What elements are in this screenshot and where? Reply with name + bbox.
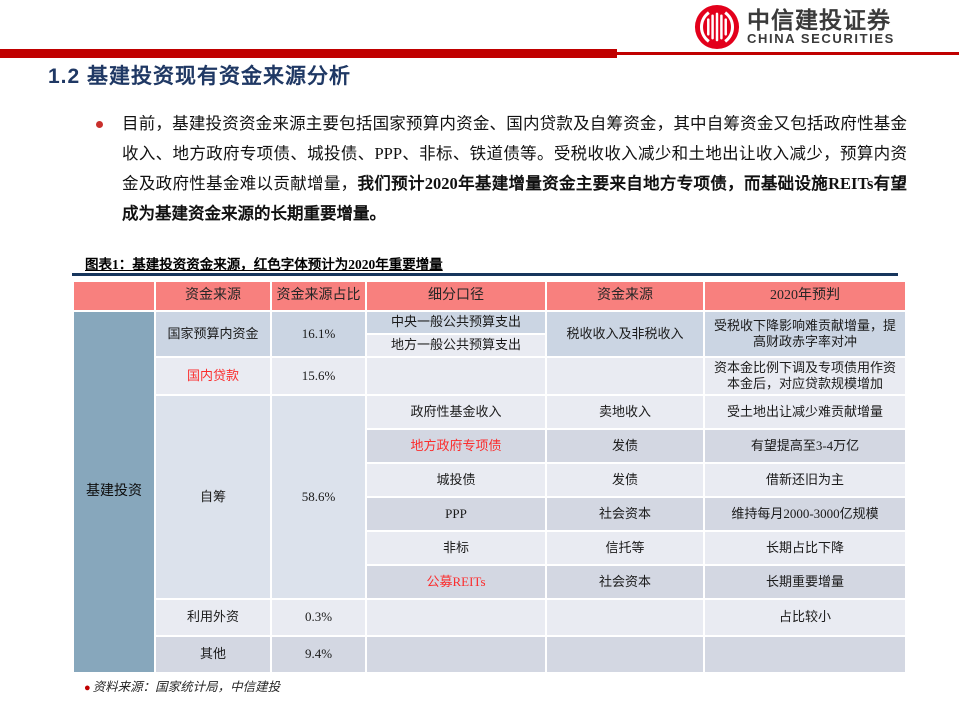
source-note: ● 资料来源：国家统计局，中信建投 xyxy=(84,676,280,695)
cell-forecast: 长期占比下降 xyxy=(705,532,905,564)
table-row: PPP 社会资本 维持每月2000-3000亿规模 xyxy=(74,498,905,530)
table-row: 自筹 58.6% 政府性基金收入 卖地收入 受土地出让减少难贡献增量 xyxy=(74,396,905,598)
cell-share: 15.6% xyxy=(272,358,365,394)
table-row: 利用外资 0.3% 占比较小 xyxy=(74,600,905,635)
cell-forecast: 维持每月2000-3000亿规模 xyxy=(705,498,905,530)
cell-source: 国家预算内资金 xyxy=(156,312,270,356)
bullet-dot xyxy=(96,121,103,128)
summary-text-normal: 目前，基建投资资金来源主要包括国家预算内资金、国内贷款及自筹资金，其中自筹资金又… xyxy=(122,114,907,193)
cell-detail: 公募REITs xyxy=(367,566,545,598)
cell-origin: 社会资本 xyxy=(547,498,703,530)
page-title: 1.2 基建投资现有资金来源分析 xyxy=(48,65,352,88)
cell-share: 9.4% xyxy=(272,637,365,672)
cell-detail: 政府性基金收入 xyxy=(367,396,545,428)
cell-source: 国内贷款 xyxy=(156,358,270,394)
cell-detail: 中央一般公共预算支出 xyxy=(367,312,545,333)
header-share: 资金来源占比 xyxy=(272,282,365,310)
cell-origin: 税收收入及非税收入 xyxy=(547,312,703,356)
logo-emblem-icon xyxy=(694,4,740,50)
cell-origin: 发债 xyxy=(547,464,703,496)
cell-detail xyxy=(367,637,545,672)
cell-origin: 社会资本 xyxy=(547,566,703,598)
cell-detail xyxy=(367,600,545,635)
header-origin: 资金来源 xyxy=(547,282,703,310)
cell-forecast: 借新还旧为主 xyxy=(705,464,905,496)
cell-source: 利用外资 xyxy=(156,600,270,635)
logo-name-en: CHINA SECURITIES xyxy=(747,31,895,47)
cell-detail: 非标 xyxy=(367,532,545,564)
header-detail: 细分口径 xyxy=(367,282,545,310)
cell-detail xyxy=(367,358,545,394)
table-row: 地方政府专项债 发债 有望提高至3-4万亿 xyxy=(74,430,905,462)
group-label-cell: 基建投资 xyxy=(74,312,154,672)
table-row: 其他 9.4% xyxy=(74,637,905,672)
table-header-row: 资金来源 资金来源占比 细分口径 资金来源 2020年预判 xyxy=(74,282,905,310)
cell-detail: 地方一般公共预算支出 xyxy=(367,335,545,356)
cell-share: 0.3% xyxy=(272,600,365,635)
table-row: 公募REITs 社会资本 长期重要增量 xyxy=(74,566,905,598)
cell-forecast: 有望提高至3-4万亿 xyxy=(705,430,905,462)
table-row: 基建投资 国家预算内资金 16.1% 中央一般公共预算支出 税收收入及非税收入 … xyxy=(74,312,905,672)
cell-origin: 卖地收入 xyxy=(547,396,703,428)
cell-share: 58.6% xyxy=(272,396,365,598)
cell-origin xyxy=(547,600,703,635)
cell-detail: 城投债 xyxy=(367,464,545,496)
summary-paragraph: 目前，基建投资资金来源主要包括国家预算内资金、国内贷款及自筹资金，其中自筹资金又… xyxy=(122,109,907,229)
cell-forecast xyxy=(705,637,905,672)
cell-forecast: 受税收下降影响难贡献增量，提高财政赤字率对冲 xyxy=(705,312,905,356)
cell-origin: 信托等 xyxy=(547,532,703,564)
funding-table: 资金来源 资金来源占比 细分口径 资金来源 2020年预判 基建投资 国家预算内… xyxy=(72,280,907,674)
header-forecast: 2020年预判 xyxy=(705,282,905,310)
cell-share: 16.1% xyxy=(272,312,365,356)
chart-caption: 图表1：基建投资资金来源，红色字体预计为2020年重要增量 xyxy=(85,257,443,272)
cell-source: 其他 xyxy=(156,637,270,672)
table-row: 城投债 发债 借新还旧为主 xyxy=(74,464,905,496)
table-row: 地方一般公共预算支出 xyxy=(74,335,905,356)
header-source: 资金来源 xyxy=(156,282,270,310)
top-red-rule xyxy=(617,52,959,55)
caption-rule xyxy=(72,273,898,276)
logo-name-cn: 中信建投证券 xyxy=(747,7,891,34)
cell-origin: 发债 xyxy=(547,430,703,462)
cell-origin xyxy=(547,358,703,394)
cell-origin xyxy=(547,637,703,672)
cell-forecast: 长期重要增量 xyxy=(705,566,905,598)
source-bullet-icon: ● xyxy=(84,682,91,694)
company-logo: 中信建投证券 CHINA SECURITIES xyxy=(694,3,954,51)
cell-detail: PPP xyxy=(367,498,545,530)
summary-text-bold: 我们预计2020年基建增量资金主要来自地方专项债，而基础设施REITs有望成为基… xyxy=(122,174,908,223)
cell-forecast: 受土地出让减少难贡献增量 xyxy=(705,396,905,428)
cell-forecast: 占比较小 xyxy=(705,600,905,635)
header-group xyxy=(74,282,154,310)
table-row: 国内贷款 15.6% 资本金比例下调及专项债用作资本金后，对应贷款规模增加 xyxy=(74,358,905,394)
cell-detail: 地方政府专项债 xyxy=(367,430,545,462)
cell-forecast: 资本金比例下调及专项债用作资本金后，对应贷款规模增加 xyxy=(705,358,905,394)
top-red-bar xyxy=(0,49,617,58)
source-text: 资料来源：国家统计局，中信建投 xyxy=(92,680,281,694)
table-row: 非标 信托等 长期占比下降 xyxy=(74,532,905,564)
cell-source: 自筹 xyxy=(156,396,270,598)
